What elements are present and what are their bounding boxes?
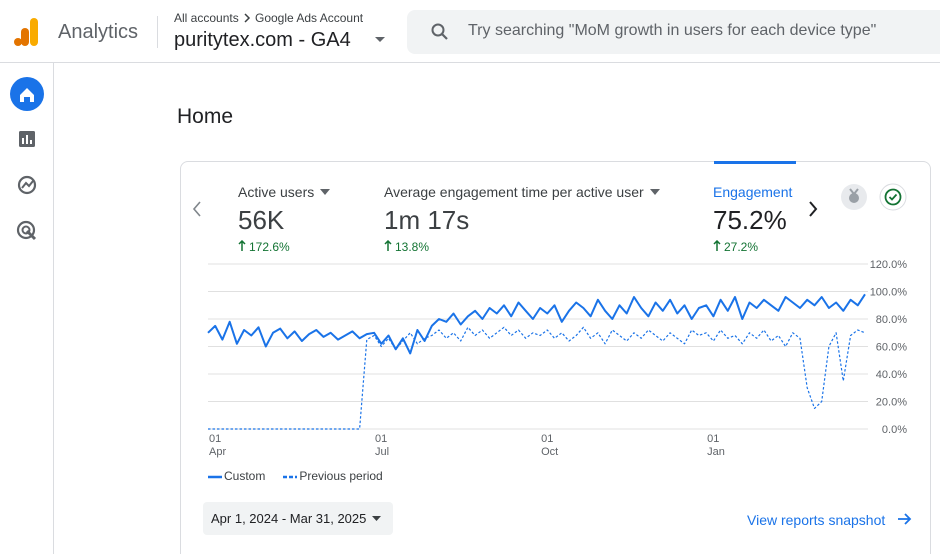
nav-icons [10, 77, 44, 241]
x-tick-label: 01 Jan [707, 433, 725, 458]
prev-metric[interactable] [190, 200, 204, 218]
metric-caret[interactable] [650, 189, 661, 196]
up-arrow [238, 240, 246, 251]
y-tick-label: 100.0% [870, 287, 908, 299]
metric-label[interactable]: Active users [238, 184, 315, 200]
logo[interactable] [12, 16, 42, 48]
metric-label[interactable]: Engagement [713, 184, 793, 200]
nav-advertising[interactable] [16, 220, 37, 241]
y-tick-label: 60.0% [876, 342, 907, 354]
view-reports-link[interactable]: View reports snapshot [747, 512, 886, 528]
insights-badge[interactable] [841, 184, 867, 210]
series-line [208, 326, 866, 430]
link-arrow[interactable] [897, 512, 913, 526]
metric-change: 172.6% [249, 240, 290, 254]
series-line [207, 293, 866, 355]
next-metric[interactable] [806, 200, 820, 218]
search-icon [431, 23, 448, 40]
search-box[interactable] [407, 10, 940, 54]
breadcrumb-chevron [244, 13, 251, 23]
legend-swatch [208, 475, 222, 479]
data-quality-check[interactable] [879, 183, 907, 211]
y-tick-label: 20.0% [876, 397, 907, 409]
y-tick-label: 40.0% [876, 369, 907, 381]
legend-label: Custom [224, 469, 266, 483]
up-arrow [384, 240, 392, 251]
x-tick-label: 01 Jul [375, 433, 390, 458]
active-tab-indicator [714, 161, 796, 164]
metric-change: 27.2% [724, 240, 759, 254]
metric-value: 1m 17s [384, 205, 470, 235]
x-tick-label: 01 Apr [209, 433, 227, 458]
breadcrumb[interactable]: Google Ads Account [255, 11, 364, 25]
nav-reports[interactable] [19, 131, 35, 147]
y-tick-label: 0.0% [882, 424, 907, 436]
y-tick-label: 120.0% [870, 259, 908, 271]
page-title: Home [177, 105, 234, 128]
metric-label[interactable]: Average engagement time per active user [384, 184, 644, 200]
legend-label: Previous period [299, 469, 383, 483]
legend-swatch [283, 475, 298, 479]
date-caret[interactable] [372, 516, 382, 522]
date-range-button[interactable] [203, 502, 393, 535]
breadcrumb[interactable]: All accounts [174, 11, 239, 25]
search-placeholder[interactable]: Try searching "MoM growth in users for e… [468, 22, 877, 39]
side-nav [0, 63, 54, 554]
date-range[interactable]: Apr 1, 2024 - Mar 31, 2025 [211, 511, 367, 526]
nav-home[interactable] [10, 77, 44, 111]
top-bar [0, 0, 940, 63]
nav-explore[interactable] [17, 175, 37, 195]
divider [157, 16, 158, 48]
status-icons [841, 183, 907, 211]
app-name[interactable]: Analytics [58, 21, 139, 43]
metric-value: 56K [238, 205, 285, 235]
metric-value: 75.2% [713, 205, 787, 235]
x-tick-label: 01 Oct [541, 433, 559, 458]
metric-caret[interactable] [320, 189, 331, 196]
property-caret[interactable] [374, 36, 386, 44]
property-name[interactable]: puritytex.com - GA4 [174, 29, 351, 51]
up-arrow [713, 240, 721, 251]
overview-card [180, 161, 931, 554]
metric-change: 13.8% [395, 240, 430, 254]
y-tick-label: 80.0% [876, 314, 907, 326]
